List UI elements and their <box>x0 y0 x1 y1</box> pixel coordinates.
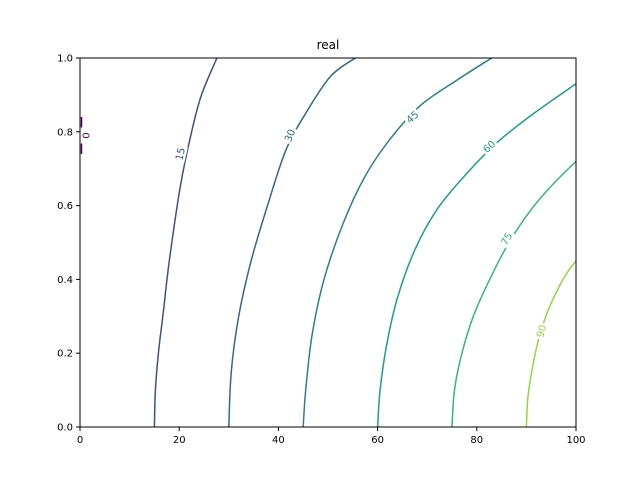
plot-frame <box>79 57 577 428</box>
contour-line-15 <box>153 57 218 428</box>
contour-label-gap <box>479 136 500 157</box>
x-tick-label: 0 <box>77 435 83 446</box>
contour-label-gap <box>281 125 299 146</box>
y-tick-label: 0.8 <box>57 127 73 138</box>
contour-line-30 <box>228 57 356 428</box>
x-axis: 0 20 40 60 80 100 <box>77 427 586 446</box>
y-tick-label: 1.0 <box>57 54 73 65</box>
x-tick-label: 80 <box>470 435 483 446</box>
contour-line-45 <box>302 57 493 428</box>
contour-label-gap <box>497 228 516 249</box>
y-tick-label: 0.4 <box>57 275 73 286</box>
contour-label-90: 90 <box>535 324 549 339</box>
contour-line-75 <box>451 160 577 428</box>
y-axis: 0.0 0.2 0.4 0.6 0.8 1.0 <box>57 54 80 434</box>
chart-title: real <box>317 38 340 52</box>
x-tick-label: 40 <box>272 435 285 446</box>
x-tick-label: 60 <box>371 435 384 446</box>
contour-label-30: 30 <box>283 128 298 144</box>
x-tick-label: 20 <box>173 435 186 446</box>
x-tick-label: 100 <box>566 435 585 446</box>
y-tick-label: 0.0 <box>57 423 73 434</box>
contour-label-15: 15 <box>174 147 188 162</box>
contour-label-gap <box>172 144 188 164</box>
contour-line-60 <box>376 83 577 428</box>
y-tick-label: 0.6 <box>57 201 73 212</box>
contour-label-gap <box>533 321 550 341</box>
contour-label-gap <box>79 127 92 144</box>
contour-label-0: 0 <box>81 132 92 138</box>
contour-lines <box>80 57 577 428</box>
y-tick-label: 0.2 <box>57 349 73 360</box>
contour-label-gap <box>402 107 423 127</box>
